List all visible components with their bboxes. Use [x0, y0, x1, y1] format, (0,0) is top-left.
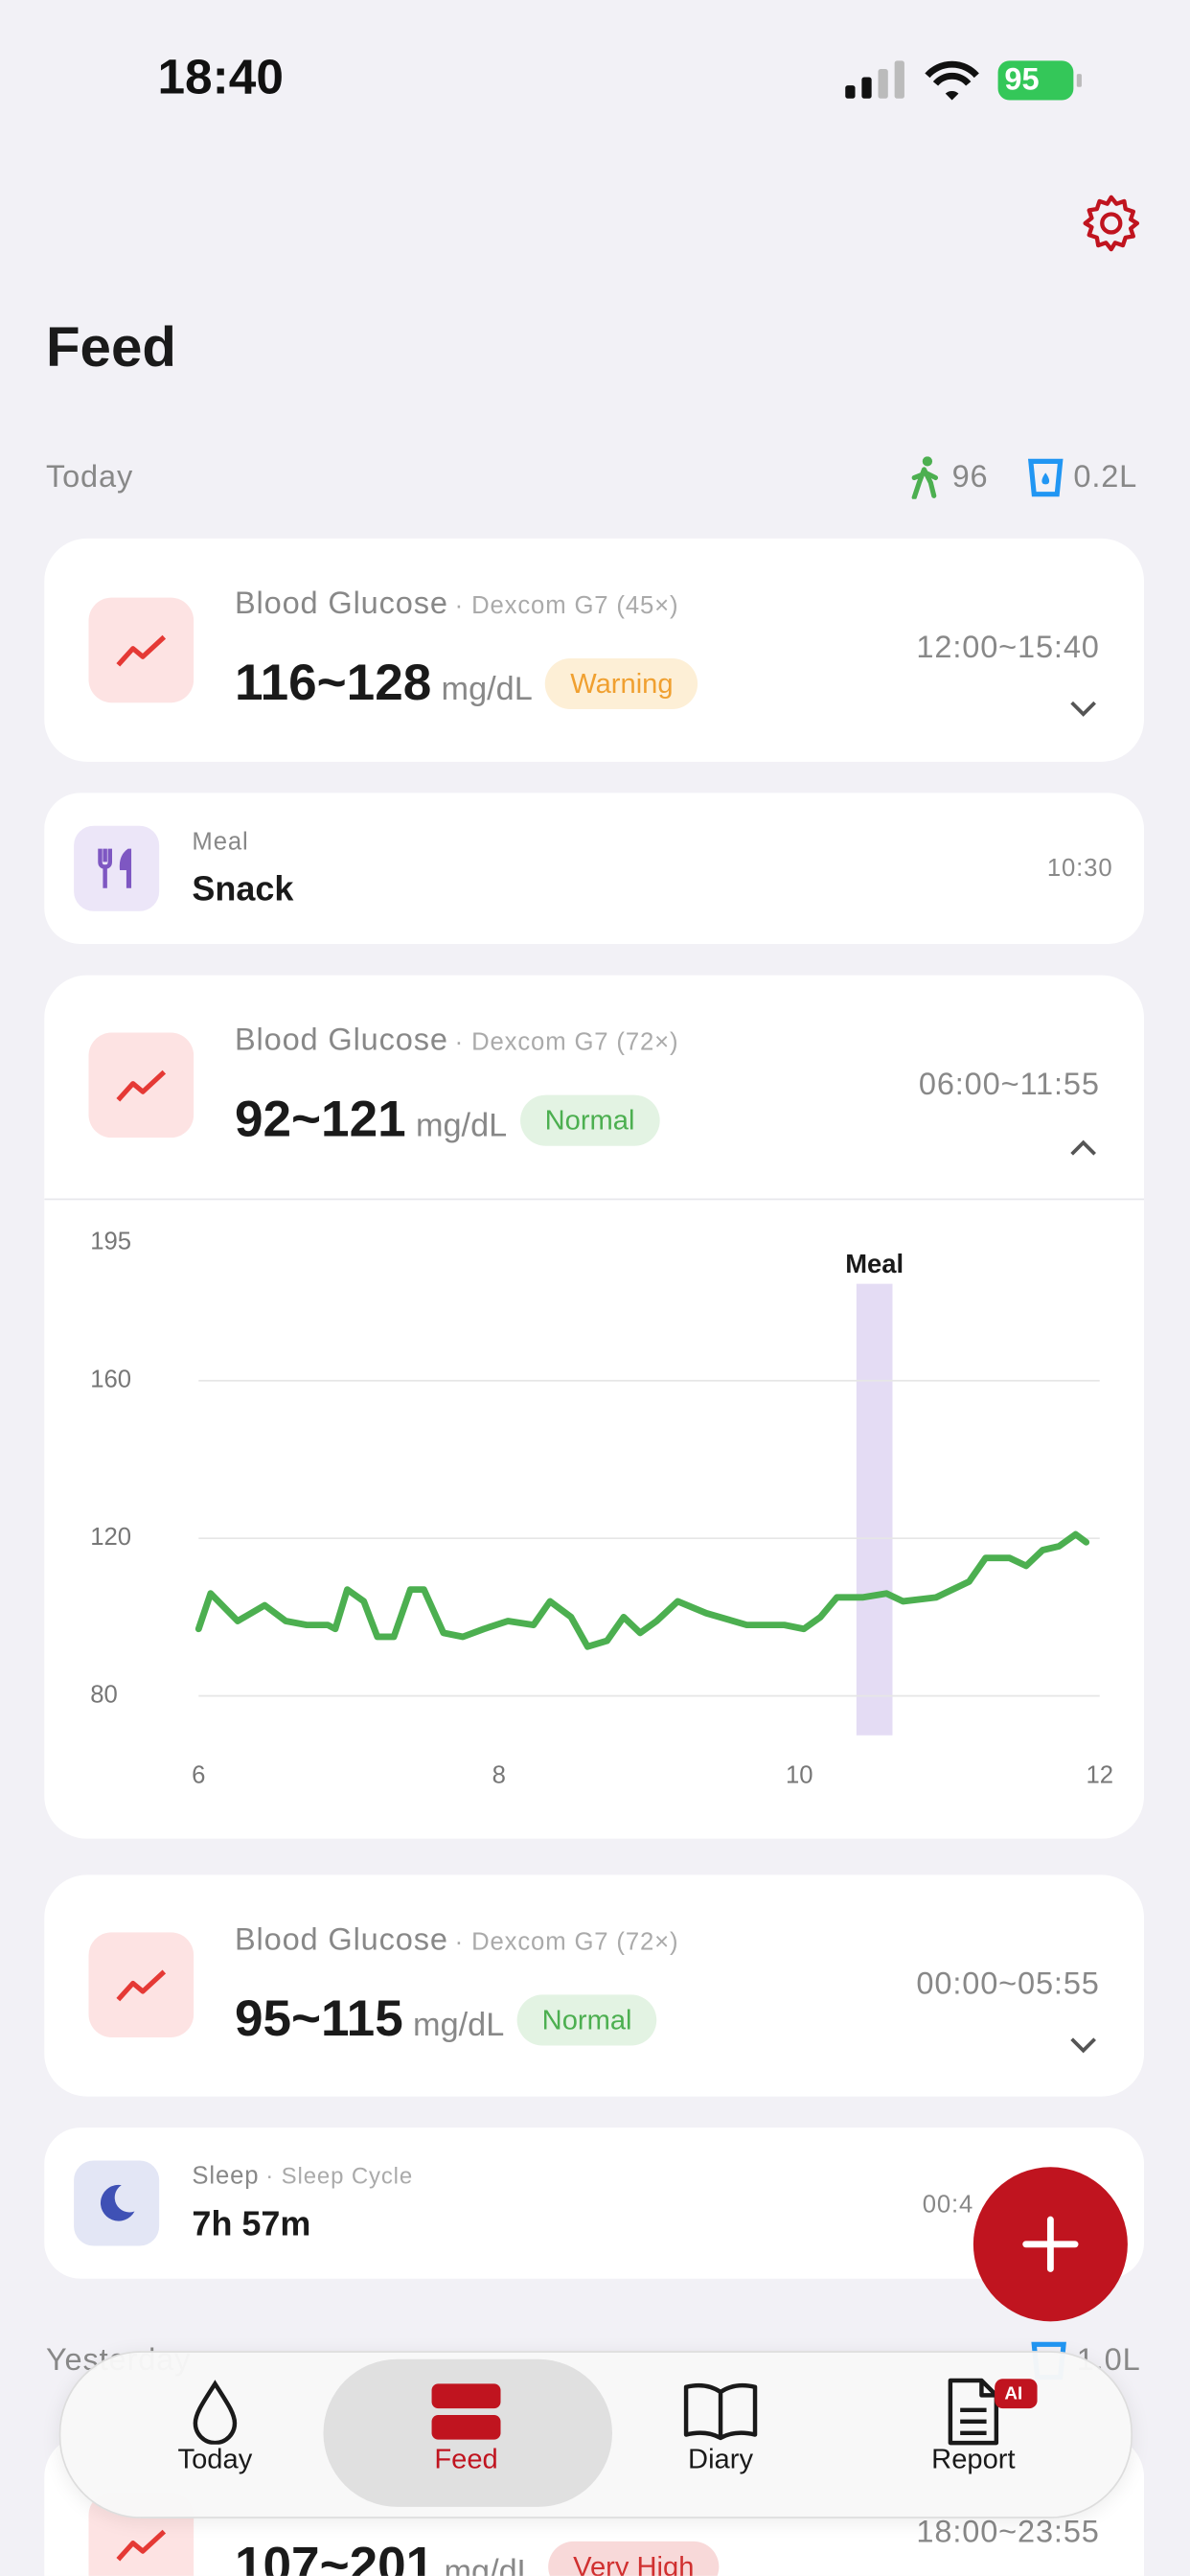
feed-icon: [431, 2383, 501, 2440]
card-unit: mg/dL: [444, 2554, 536, 2576]
y-tick-label: 160: [90, 1366, 131, 1392]
section-label: Today: [45, 460, 134, 495]
status-badge: Normal: [519, 1094, 660, 1146]
status-badge: Very High: [548, 2541, 720, 2576]
divider: [44, 1198, 1145, 1201]
card-value: 95~115: [234, 1990, 403, 2048]
card-type: Sleep: [192, 2162, 260, 2191]
tab-diary[interactable]: Diary: [688, 2443, 754, 2475]
annotation-label: Meal: [845, 1249, 904, 1278]
battery-level: 95: [1004, 62, 1040, 98]
tab-feed[interactable]: Feed: [434, 2443, 498, 2475]
meal-band: [856, 1283, 893, 1736]
x-tick-label: 6: [192, 1761, 205, 1788]
settings-button[interactable]: [1080, 192, 1142, 254]
card-value: 7h 57m: [192, 2205, 311, 2243]
glucose-line: [195, 1530, 1090, 1650]
y-tick-label: 195: [90, 1229, 131, 1255]
water-icon: [1027, 458, 1064, 497]
card-time: 00:00~05:55: [916, 1967, 1100, 2003]
card-value: Snack: [192, 870, 294, 909]
card-type: Blood Glucose: [234, 1024, 448, 1059]
x-tick-label: 12: [1086, 1761, 1113, 1788]
water-amount: 0.2L: [1073, 460, 1138, 495]
ai-badge: AI: [1004, 2384, 1023, 2404]
meal-card[interactable]: Meal Snack 10:30: [44, 793, 1145, 945]
status-icons: [845, 60, 1082, 101]
card-type: Blood Glucose: [234, 1922, 448, 1958]
glucose-chart: Meal 80 120 160 195 6 8 10 12: [90, 1229, 1113, 1789]
meal-icon: [74, 825, 160, 911]
y-tick-label: 80: [90, 1681, 118, 1708]
card-unit: mg/dL: [441, 671, 533, 708]
report-icon: [948, 2378, 1038, 2446]
card-time: 10:30: [1046, 854, 1113, 883]
status-badge: Warning: [545, 657, 698, 710]
card-time: 18:00~23:55: [916, 2516, 1100, 2551]
glucose-card[interactable]: Blood Glucose · Dexcom G7 (72×) 95~115 mg/…: [44, 1874, 1145, 2097]
glucose-card-expanded[interactable]: Blood Glucose · Dexcom G7 (72×) 92~121 mg/…: [44, 975, 1145, 1839]
status-badge: Normal: [516, 1994, 657, 2046]
card-source: · Dexcom G7 (72×): [454, 1928, 679, 1957]
tab-report[interactable]: Report: [931, 2443, 1016, 2475]
card-time: 06:00~11:55: [918, 1068, 1100, 1103]
expand-chevron[interactable]: [1068, 2036, 1098, 2056]
card-time: 12:00~15:40: [916, 631, 1100, 666]
glucose-card[interactable]: Blood Glucose · Dexcom G7 (45×) 116~128 mg…: [44, 538, 1145, 762]
card-source: · Sleep Cycle: [265, 2162, 414, 2189]
steps-count: 96: [951, 460, 989, 495]
y-tick-label: 120: [90, 1524, 131, 1551]
status-time: 18:40: [157, 51, 284, 105]
card-value: 116~128: [234, 653, 432, 711]
card-type: Meal: [192, 828, 249, 857]
card-value: 92~121: [234, 1090, 406, 1148]
add-button[interactable]: [969, 2162, 1133, 2326]
trend-icon: [88, 1932, 195, 2037]
card-value: 107~201: [234, 2536, 435, 2576]
tab-today[interactable]: Today: [177, 2443, 253, 2475]
page-title: Feed: [45, 316, 176, 380]
card-time: 00:4: [922, 2191, 974, 2220]
expand-chevron[interactable]: [1068, 700, 1098, 720]
sleep-icon: [74, 2160, 160, 2246]
today-icon: [193, 2380, 238, 2445]
sleep-card[interactable]: Sleep · Sleep Cycle 7h 57m 00:4: [44, 2128, 1145, 2279]
card-unit: mg/dL: [413, 2008, 505, 2044]
diary-icon: [683, 2382, 758, 2441]
card-unit: mg/dL: [415, 1108, 508, 1145]
x-tick-label: 8: [492, 1761, 506, 1788]
collapse-chevron[interactable]: [1068, 1138, 1098, 1158]
trend-icon: [88, 597, 195, 703]
trend-icon: [88, 1032, 195, 1138]
x-tick-label: 10: [786, 1761, 813, 1788]
card-source: · Dexcom G7 (72×): [454, 1028, 679, 1057]
steps-icon: [911, 456, 939, 499]
card-source: · Dexcom G7 (45×): [454, 591, 679, 620]
card-type: Blood Glucose: [234, 586, 448, 622]
